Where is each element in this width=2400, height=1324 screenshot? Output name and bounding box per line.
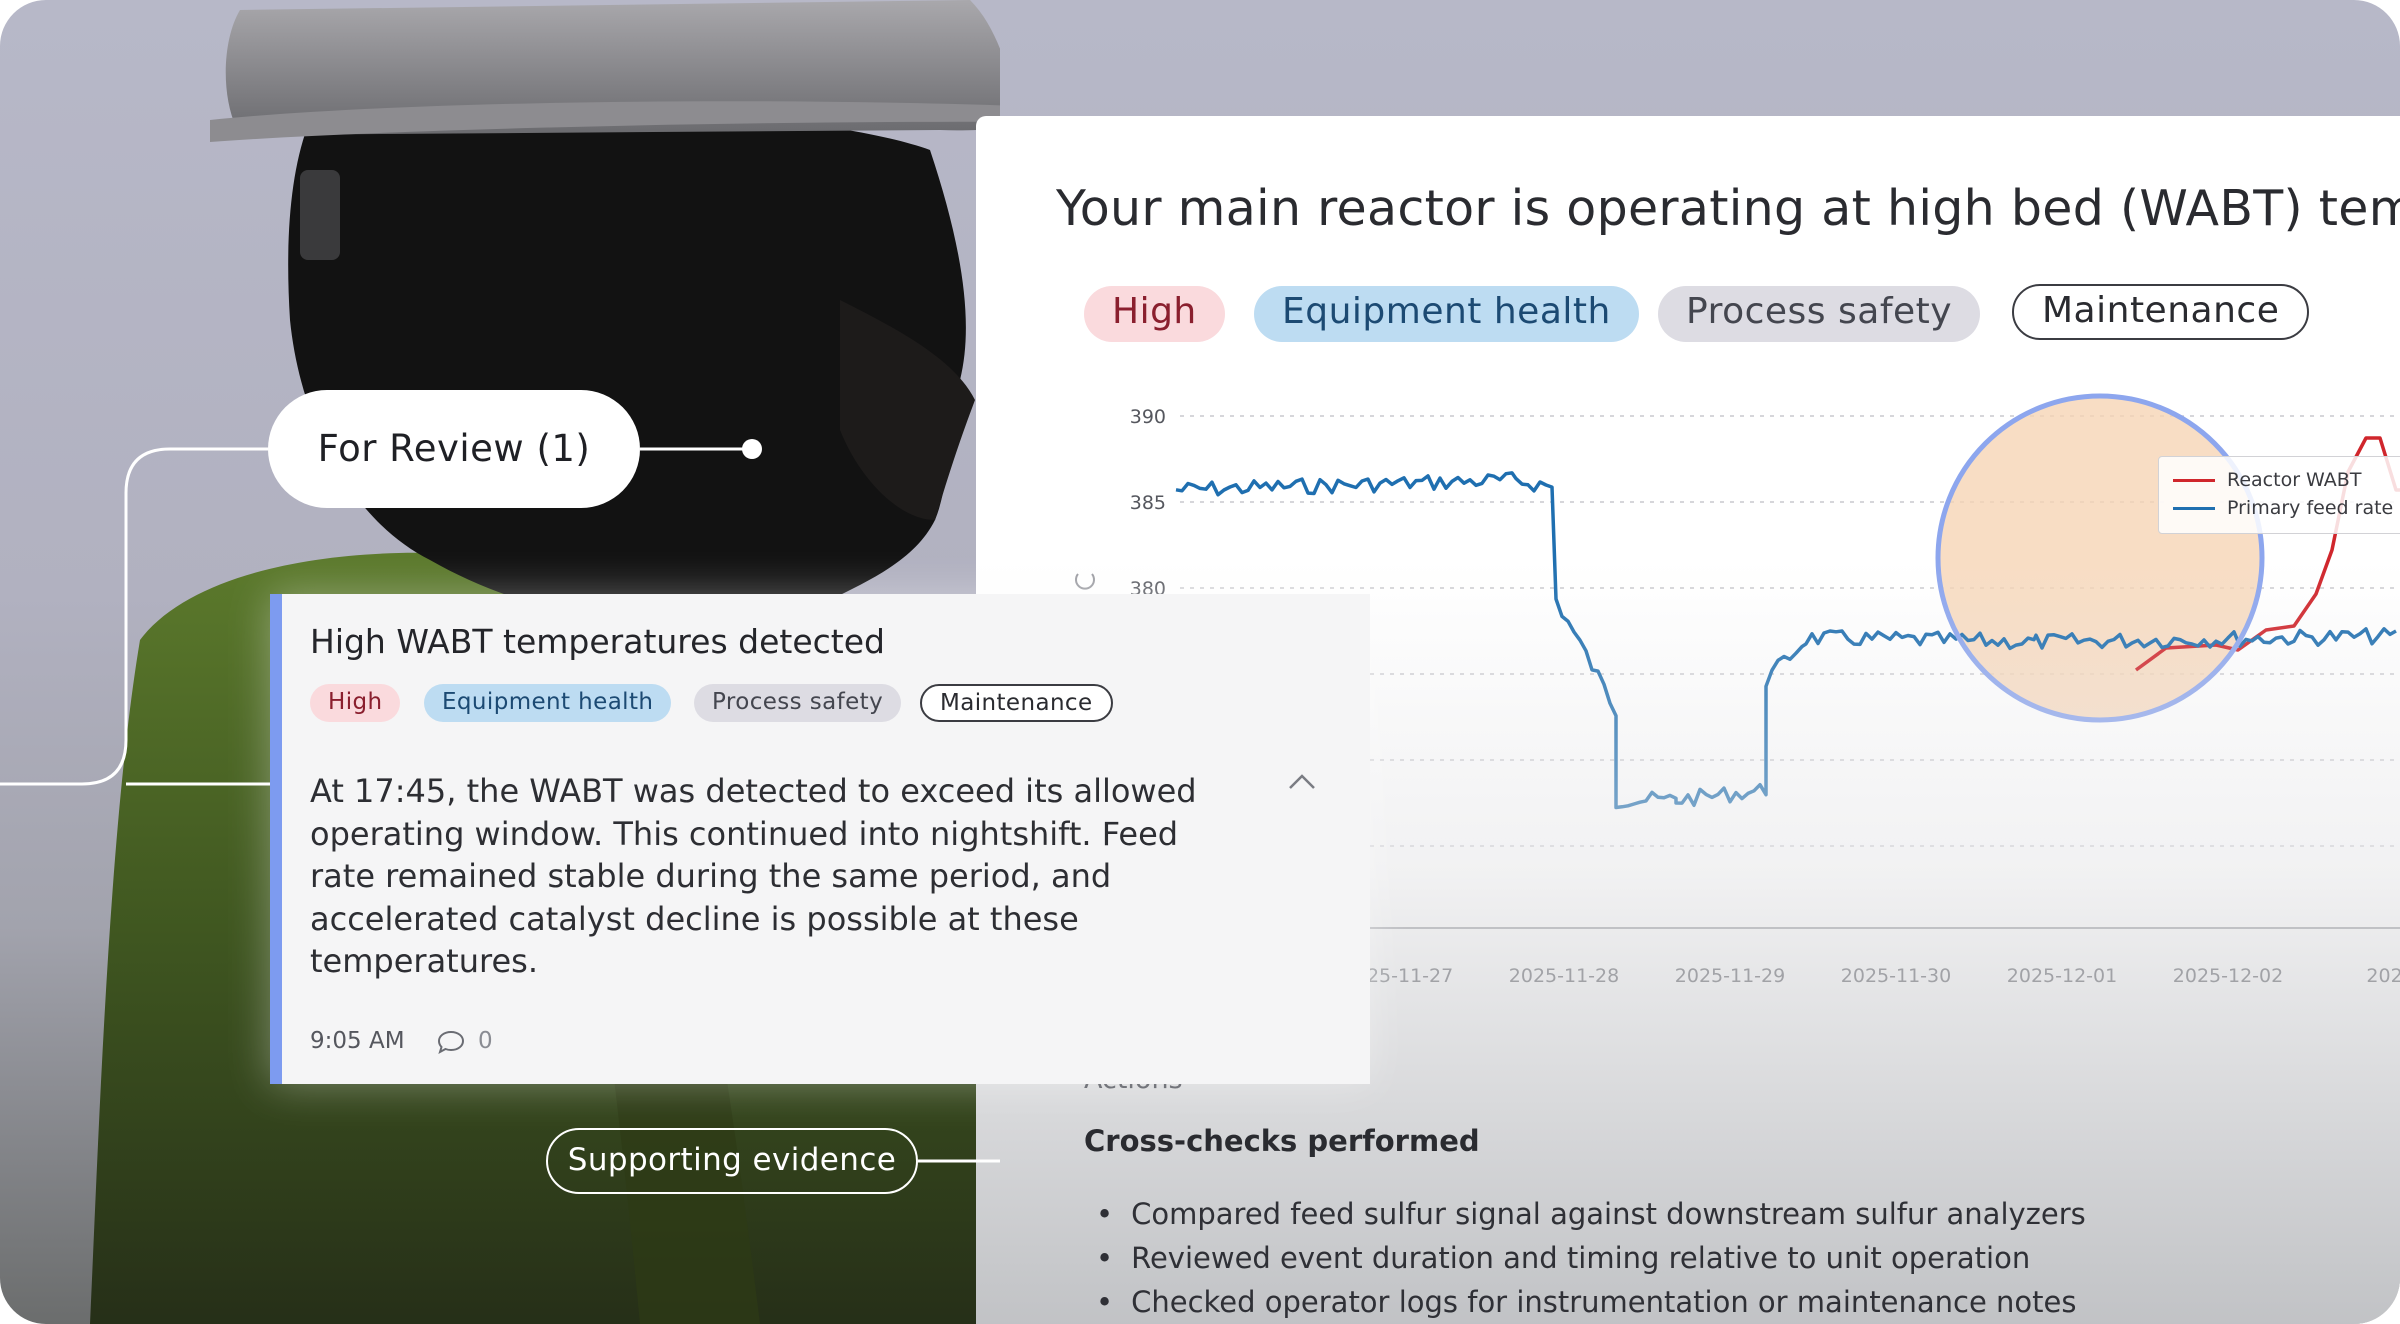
y-tick-label: 385 <box>1130 492 1166 514</box>
comment-count: 0 <box>478 1028 493 1054</box>
chevron-up-icon[interactable] <box>1286 770 1318 794</box>
x-tick-label: 2025-11-30 <box>1841 965 1951 987</box>
comment-icon[interactable] <box>436 1028 466 1056</box>
alert-description: At 17:45, the WABT was detected to excee… <box>310 772 1197 980</box>
alert-tag-maintenance: Maintenance <box>920 684 1113 722</box>
cross-checks-list: Compared feed sulfur signal against down… <box>1096 1192 2086 1324</box>
alert-tag-equipment-health: Equipment health <box>424 684 672 722</box>
page-title: Your main reactor is operating at high b… <box>1056 180 2400 237</box>
alert-card[interactable]: High WABT temperatures detected High Equ… <box>270 594 1370 1084</box>
list-item: Checked operator logs for instrumentatio… <box>1096 1280 2086 1324</box>
legend-item-primary-feed-rate: Primary feed rate <box>2173 497 2393 525</box>
list-item: Compared feed sulfur signal against down… <box>1096 1192 2086 1236</box>
section-title-cross-checks: Cross-checks performed <box>1084 1124 1480 1158</box>
category-tag-process-safety: Process safety <box>1658 286 1981 342</box>
alert-timestamp: 9:05 AM <box>310 1028 405 1054</box>
x-tick-label: 2025-11-29 <box>1675 965 1785 987</box>
x-tick-label: 2025-12-01 <box>2007 965 2117 987</box>
for-review-button[interactable]: For Review (1) <box>268 390 640 508</box>
chart-legend: Reactor WABT Primary feed rate <box>2158 456 2400 534</box>
category-tag-maintenance: Maintenance <box>2012 284 2310 340</box>
connector-lines <box>0 439 1000 1163</box>
alert-tag-process-safety: Process safety <box>694 684 902 722</box>
alert-title: High WABT temperatures detected <box>310 622 885 661</box>
x-tick-label: 2025-11-28 <box>1509 965 1619 987</box>
severity-tag-high: High <box>1084 286 1225 342</box>
legend-item-reactor-wabt: Reactor WABT <box>2173 469 2361 497</box>
alert-tag-high: High <box>310 684 401 722</box>
category-tag-equipment-health: Equipment health <box>1254 286 1639 342</box>
x-tick-label: 2025- <box>2366 965 2400 987</box>
supporting-evidence-button[interactable]: Supporting evidence <box>546 1128 918 1194</box>
refresh-icon[interactable] <box>1075 573 1095 590</box>
y-tick-label: 390 <box>1130 406 1166 428</box>
x-tick-label: 2025-12-02 <box>2173 965 2283 987</box>
list-item: Reviewed event duration and timing relat… <box>1096 1236 2086 1280</box>
